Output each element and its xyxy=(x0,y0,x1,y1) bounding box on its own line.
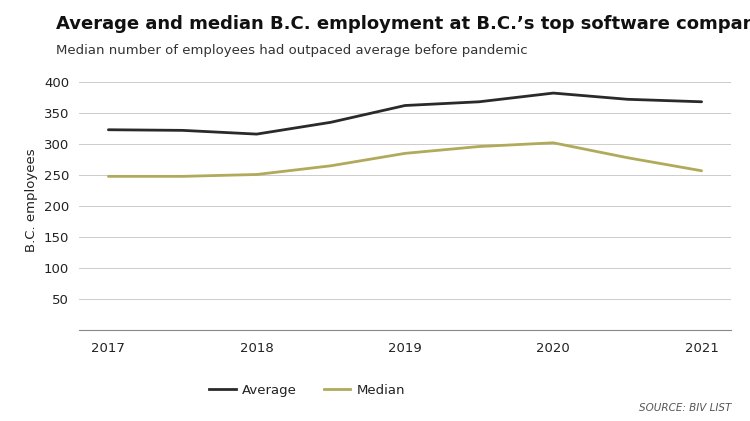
Text: SOURCE: BIV LIST: SOURCE: BIV LIST xyxy=(639,403,731,413)
Y-axis label: B.C. employees: B.C. employees xyxy=(25,148,38,252)
Text: Median number of employees had outpaced average before pandemic: Median number of employees had outpaced … xyxy=(56,44,528,57)
Text: Average and median B.C. employment at B.C.’s top software companies: Average and median B.C. employment at B.… xyxy=(56,15,750,33)
Legend: Average, Median: Average, Median xyxy=(204,378,410,402)
